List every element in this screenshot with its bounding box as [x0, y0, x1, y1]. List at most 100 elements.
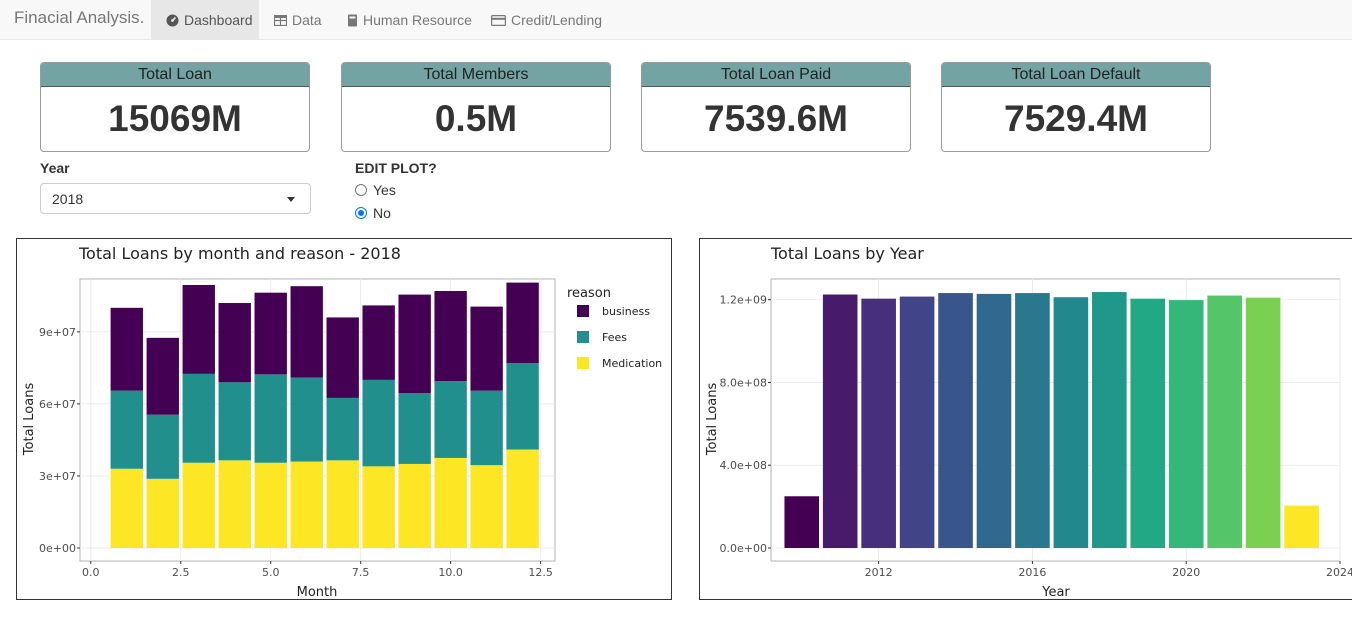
y-tick-label: 1.2e+09 [720, 294, 767, 307]
tab-credit-lending[interactable]: Credit/Lending [476, 0, 617, 40]
value-box-value: 15069M [108, 98, 242, 139]
value-box-title: Total Loan [41, 63, 309, 87]
edit-plot-option-no[interactable]: No [355, 205, 391, 221]
bar-business [110, 307, 143, 391]
bar-year [1168, 300, 1204, 548]
year-select-value: 2018 [52, 191, 84, 207]
value-box-title: Total Loan Paid [642, 63, 910, 87]
x-tick-label: 0.0 [82, 566, 100, 579]
value-box-total-members: Total Members 0.5M [341, 62, 611, 152]
bar-fees [470, 390, 503, 466]
value-box-value: 7539.6M [704, 98, 848, 139]
bar-business [506, 282, 539, 364]
value-box-total-loan-default: Total Loan Default 7529.4M [941, 62, 1211, 152]
legend-title: reason [567, 286, 611, 301]
y-axis-title: Total Loans [705, 383, 720, 457]
bar-fees [326, 397, 359, 461]
legend-swatch [577, 305, 589, 317]
bar-business [146, 337, 179, 415]
chart-title: Total Loans by Year [770, 244, 924, 263]
y-tick-label: 4.0e+08 [720, 459, 767, 472]
tab-data[interactable]: Data [259, 0, 337, 40]
tab-credit-lending-label: Credit/Lending [511, 12, 603, 28]
book-icon [347, 14, 358, 27]
year-select[interactable]: 2018 [40, 183, 311, 214]
y-tick-label: 9e+07 [39, 326, 76, 339]
tab-human-resource[interactable]: Human Resource [332, 0, 487, 40]
radio-yes-label: Yes [373, 182, 396, 198]
x-axis-title: Year [1041, 585, 1070, 599]
dashboard-icon [166, 14, 179, 27]
bar-year [1284, 505, 1319, 548]
legend-swatch [577, 331, 589, 343]
bar-medication [434, 457, 467, 548]
bar-fees [362, 379, 395, 467]
bar-year [1130, 298, 1166, 548]
tab-dashboard-label: Dashboard [184, 12, 253, 28]
navbar: Finacial Analysis. Dashboard Data Human … [0, 0, 1352, 40]
chart-loans-by-month: Total Loans by month and reason - 2018 0e… [22, 244, 662, 599]
x-tick-label: 10.0 [438, 566, 463, 579]
year-label: Year [40, 160, 70, 176]
x-tick-label: 12.5 [528, 566, 553, 579]
tab-dashboard[interactable]: Dashboard [151, 0, 259, 40]
bar-business [290, 286, 323, 378]
chart-loans-by-year-panel: Total Loans by Year 0.0e+00 4.0e+08 8.0e+08… [699, 238, 1352, 600]
bar-business [434, 291, 467, 382]
bar-fees [398, 393, 431, 464]
value-box-title: Total Loan Default [942, 63, 1210, 87]
bar-business [398, 294, 431, 394]
bar-year [899, 296, 935, 548]
bar-year [1015, 293, 1050, 548]
bar-year [1053, 297, 1089, 548]
x-axis-title: Month [297, 585, 338, 599]
app-brand[interactable]: Finacial Analysis. [14, 8, 145, 27]
y-tick-label: 6e+07 [39, 398, 76, 411]
tab-human-resource-label: Human Resource [363, 12, 472, 28]
bar-medication [110, 468, 143, 548]
bar-business [326, 317, 359, 398]
x-tick-label: 7.5 [352, 566, 370, 579]
bar-medication [398, 463, 431, 548]
y-tick-label: 8.0e+08 [720, 376, 767, 389]
x-tick-label: 2012 [865, 566, 893, 579]
x-tick-label: 2024 [1326, 566, 1352, 579]
bar-medication [362, 466, 395, 548]
value-box-title: Total Members [342, 63, 610, 87]
chart-loans-by-month-panel: Total Loans by month and reason - 2018 0e… [16, 238, 672, 600]
legend-label: Fees [602, 331, 627, 344]
edit-plot-option-yes[interactable]: Yes [355, 182, 396, 198]
bar-business [182, 285, 215, 374]
value-box-value: 0.5M [434, 98, 518, 139]
edit-plot-label: EDIT PLOT? [355, 160, 437, 176]
bar-medication [290, 461, 323, 548]
y-tick-label: 0e+00 [39, 542, 76, 555]
bar-medication [182, 462, 215, 548]
value-box-total-loan: Total Loan 15069M [40, 62, 310, 152]
x-tick-label: 2.5 [172, 566, 190, 579]
legend-label: Medication [602, 357, 662, 370]
bar-medication [218, 460, 251, 548]
table-icon [274, 14, 287, 26]
bar-business [470, 306, 503, 391]
bar-year [976, 293, 1012, 548]
bar-medication [254, 462, 287, 548]
tab-data-label: Data [292, 12, 322, 28]
bar-business [254, 292, 287, 375]
value-box-value: 7529.4M [1004, 98, 1148, 139]
radio-no-label: No [373, 205, 391, 221]
bar-year [1245, 297, 1281, 548]
radio-no[interactable] [355, 207, 367, 219]
bar-year [861, 298, 896, 548]
legend-swatch [577, 357, 589, 369]
radio-yes[interactable] [355, 184, 367, 196]
bar-year [822, 294, 858, 548]
bar-medication [146, 478, 179, 548]
bar-business [218, 303, 251, 383]
bar-medication [326, 460, 359, 548]
bar-year [784, 496, 820, 548]
y-tick-label: 0.0e+00 [720, 542, 767, 555]
legend-label: business [602, 305, 650, 318]
bar-year [938, 293, 973, 548]
credit-card-icon [491, 14, 506, 26]
